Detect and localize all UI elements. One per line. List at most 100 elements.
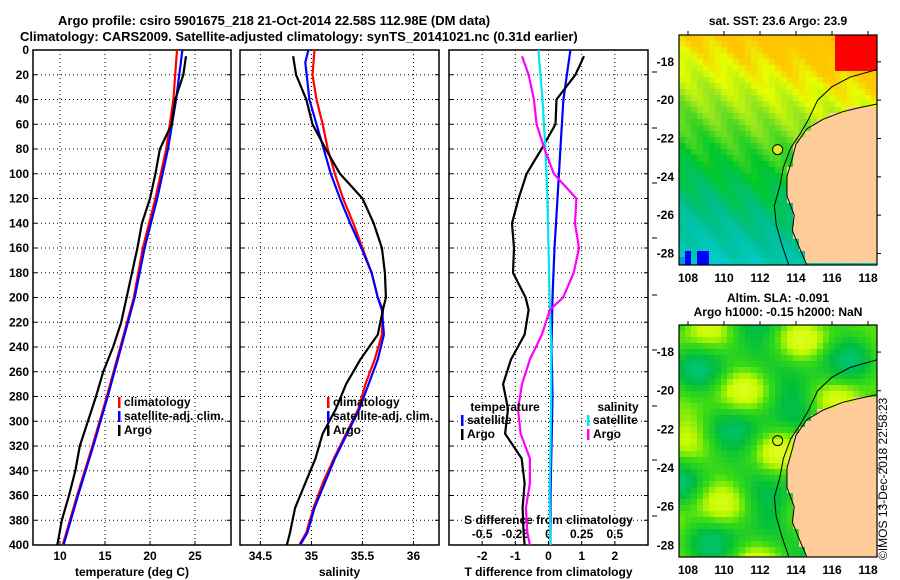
map-cell [697,167,703,173]
map-cell [703,481,709,487]
map-cell [727,197,733,203]
map-cell [829,349,835,355]
map-cell [781,191,787,197]
map-cell [859,149,865,155]
map-frame [678,34,878,266]
map-cell [745,535,751,541]
map-cell [733,379,739,385]
map-cell [703,457,709,463]
map-cell [721,367,727,373]
map-cell [703,167,709,173]
map-cell [793,385,799,391]
map-cell [751,209,757,215]
map-cell [703,547,709,553]
map-cell [841,185,847,191]
map-cell [691,337,697,343]
map-cell [847,155,853,161]
map-cell [787,125,793,131]
map-cell [793,263,799,265]
map-cell [859,35,865,41]
map-cell [721,185,727,191]
map-cell [703,179,709,185]
map-cell [721,427,727,433]
map-cell [865,203,871,209]
map-cell [847,325,853,331]
map-cell [733,469,739,475]
map-cell [709,71,715,77]
map-cell [745,131,751,137]
map-cell [769,445,775,451]
map-cell [781,403,787,409]
y-tick-label: -26 [657,208,675,222]
map-cell [697,451,703,457]
map-cell [679,337,685,343]
map-cell [799,65,805,71]
map-cell [829,101,835,107]
map-cell [811,475,817,481]
map-cell [727,35,733,41]
map-cell [871,499,877,505]
map-cell [793,439,799,445]
map-cell [859,517,865,523]
map-cell [709,385,715,391]
map-cell [811,325,817,331]
map-cell [811,233,817,239]
map-cell [799,41,805,47]
map-cell [811,499,817,505]
map-cell [841,403,847,409]
map-cell [835,65,841,71]
map-cell [811,83,817,89]
map-cell [817,499,823,505]
map-cell [679,83,685,89]
map-cell [859,233,865,239]
map-cell [691,331,697,337]
map-cell [841,373,847,379]
legend-swatch [587,429,590,440]
map-cell [721,523,727,529]
map-cell [805,541,811,547]
map-cell [781,439,787,445]
map-cell [847,409,853,415]
map-cell [781,251,787,257]
map-cell [841,227,847,233]
map-cell [679,415,685,421]
map-cell [715,35,721,41]
map-cell [793,481,799,487]
map-cell [763,53,769,59]
map-cell [685,415,691,421]
map-cell [865,53,871,59]
y-tick-label: -28 [657,538,675,552]
map-cell [781,101,787,107]
map-cell [691,397,697,403]
map-cell [709,149,715,155]
map-cell [757,125,763,131]
map-cell [751,107,757,113]
map-cell [865,95,871,101]
map-cell [763,475,769,481]
map-cell [697,137,703,143]
map-cell [739,167,745,173]
map-cell [721,53,727,59]
map-cell [781,457,787,463]
map-cell [721,143,727,149]
map-cell [697,53,703,59]
map-cell [859,349,865,355]
map-cell [685,41,691,47]
map-cell [739,227,745,233]
map-cell [721,203,727,209]
map-cell [805,107,811,113]
map-cell [745,373,751,379]
x-tick-label: 15 [98,549,112,563]
map-cell [679,433,685,439]
map-cell [697,251,703,257]
map-cell [781,89,787,95]
map-cell [709,421,715,427]
map-cell [841,95,847,101]
map-cell [805,179,811,185]
map-cell [733,245,739,251]
map-cell [757,197,763,203]
map-cell [823,101,829,107]
map-cell [871,155,877,161]
map-cell [727,409,733,415]
map-cell [811,367,817,373]
